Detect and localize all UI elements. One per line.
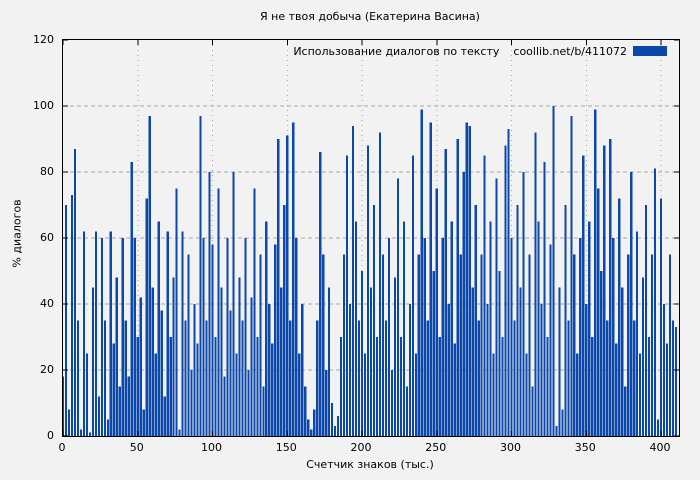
x-tick-label: 0 (58, 441, 66, 454)
y-tick-label: 0 (47, 429, 54, 442)
y-tick-label: 80 (40, 165, 54, 178)
y-tick-label: 120 (33, 33, 54, 46)
legend: Использование диалогов по тексту coollib… (293, 44, 667, 58)
plot-area: Использование диалогов по тексту coollib… (62, 39, 680, 437)
x-tick-label: 200 (350, 441, 372, 454)
x-axis-label: Счетчик знаков (тыс.) (306, 458, 434, 471)
y-tick-label: 60 (40, 231, 54, 244)
y-tick-label: 20 (40, 363, 54, 376)
x-tick-label: 350 (574, 441, 596, 454)
x-tick-label: 150 (275, 441, 297, 454)
x-tick-label: 300 (500, 441, 522, 454)
legend-url: coollib.net/b/411072 (513, 44, 627, 58)
x-tick-label: 50 (129, 441, 144, 454)
legend-label: Использование диалогов по тексту (293, 44, 500, 58)
y-tick-label: 100 (33, 99, 54, 112)
x-tick-label: 100 (201, 441, 222, 454)
x-tick-label: 250 (425, 441, 447, 454)
x-tick-label: 400 (649, 441, 671, 454)
chart-title: Я не твоя добыча (Екатерина Васина) (260, 10, 480, 23)
y-tick-label: 40 (40, 297, 54, 310)
legend-swatch-icon (633, 46, 667, 56)
bars-and-grid (63, 40, 679, 436)
